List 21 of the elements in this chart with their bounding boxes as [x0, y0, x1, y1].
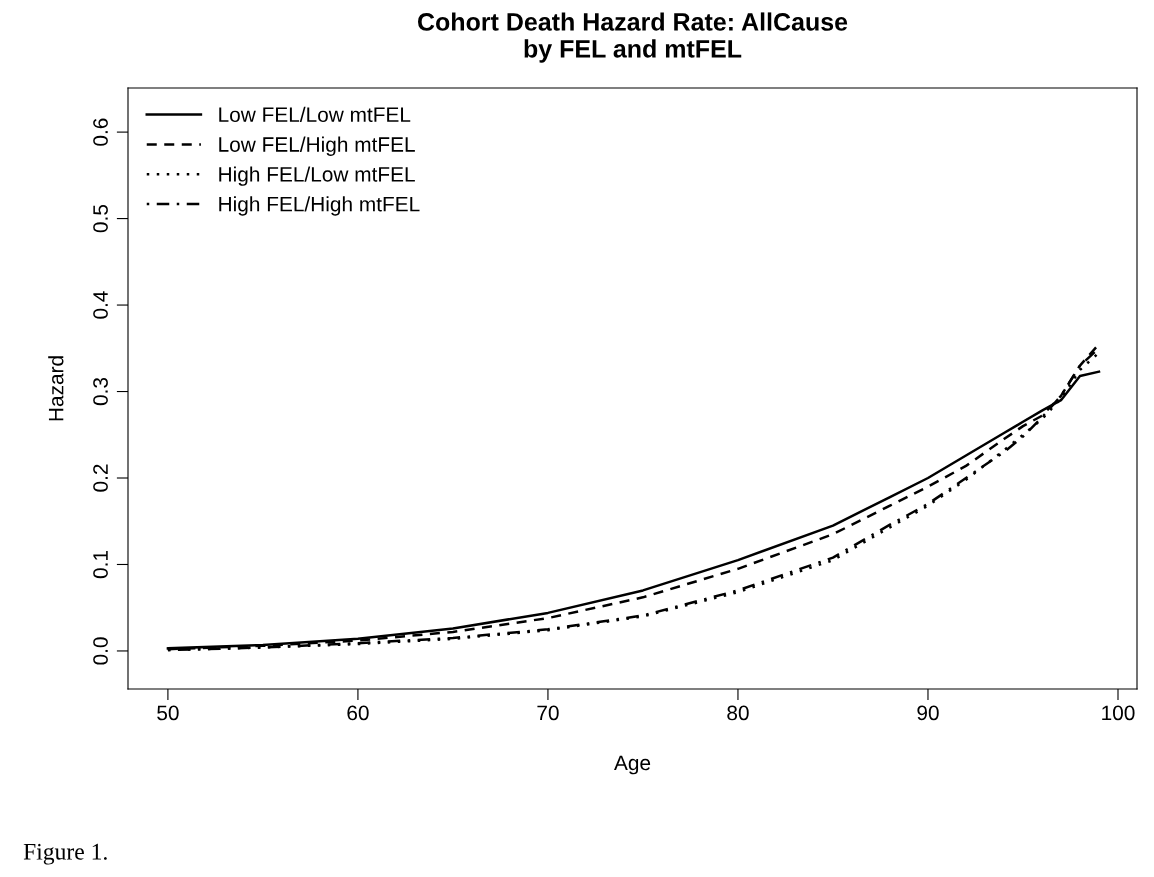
x-tick-label: 80 [727, 705, 749, 721]
x-tick-label: 100 [1102, 705, 1135, 721]
y-tick-label: 0.3 [93, 377, 108, 406]
x-axis-title: Age [614, 755, 651, 775]
x-tick-label: 60 [347, 705, 369, 721]
caption: Figure 1. [23, 843, 107, 865]
y-tick-label: 0.6 [93, 118, 108, 146]
legend-label: High FEL/High mtFEL [219, 196, 420, 216]
legend-label: High FEL/Low mtFEL [219, 166, 415, 186]
y-tick-label: 0.1 [93, 551, 108, 579]
legend-label: Low FEL/High mtFEL [219, 136, 415, 157]
y-tick-label: 0.4 [93, 291, 108, 319]
chart-title: Cohort Death Hazard Rate: AllCause by FEL and mtFEL [418, 12, 848, 63]
y-tick-label: 0.5 [93, 204, 108, 233]
x-tick-label: 90 [917, 705, 939, 721]
y-axis-title: Hazard [48, 356, 64, 421]
x-tick-label: 70 [537, 705, 559, 721]
x-tick-label: 50 [157, 705, 179, 721]
y-tick-label: 0.2 [93, 464, 108, 492]
y-tick-label: 0.0 [93, 637, 108, 665]
legend-label: Low FEL/Low mtFEL [219, 106, 411, 123]
